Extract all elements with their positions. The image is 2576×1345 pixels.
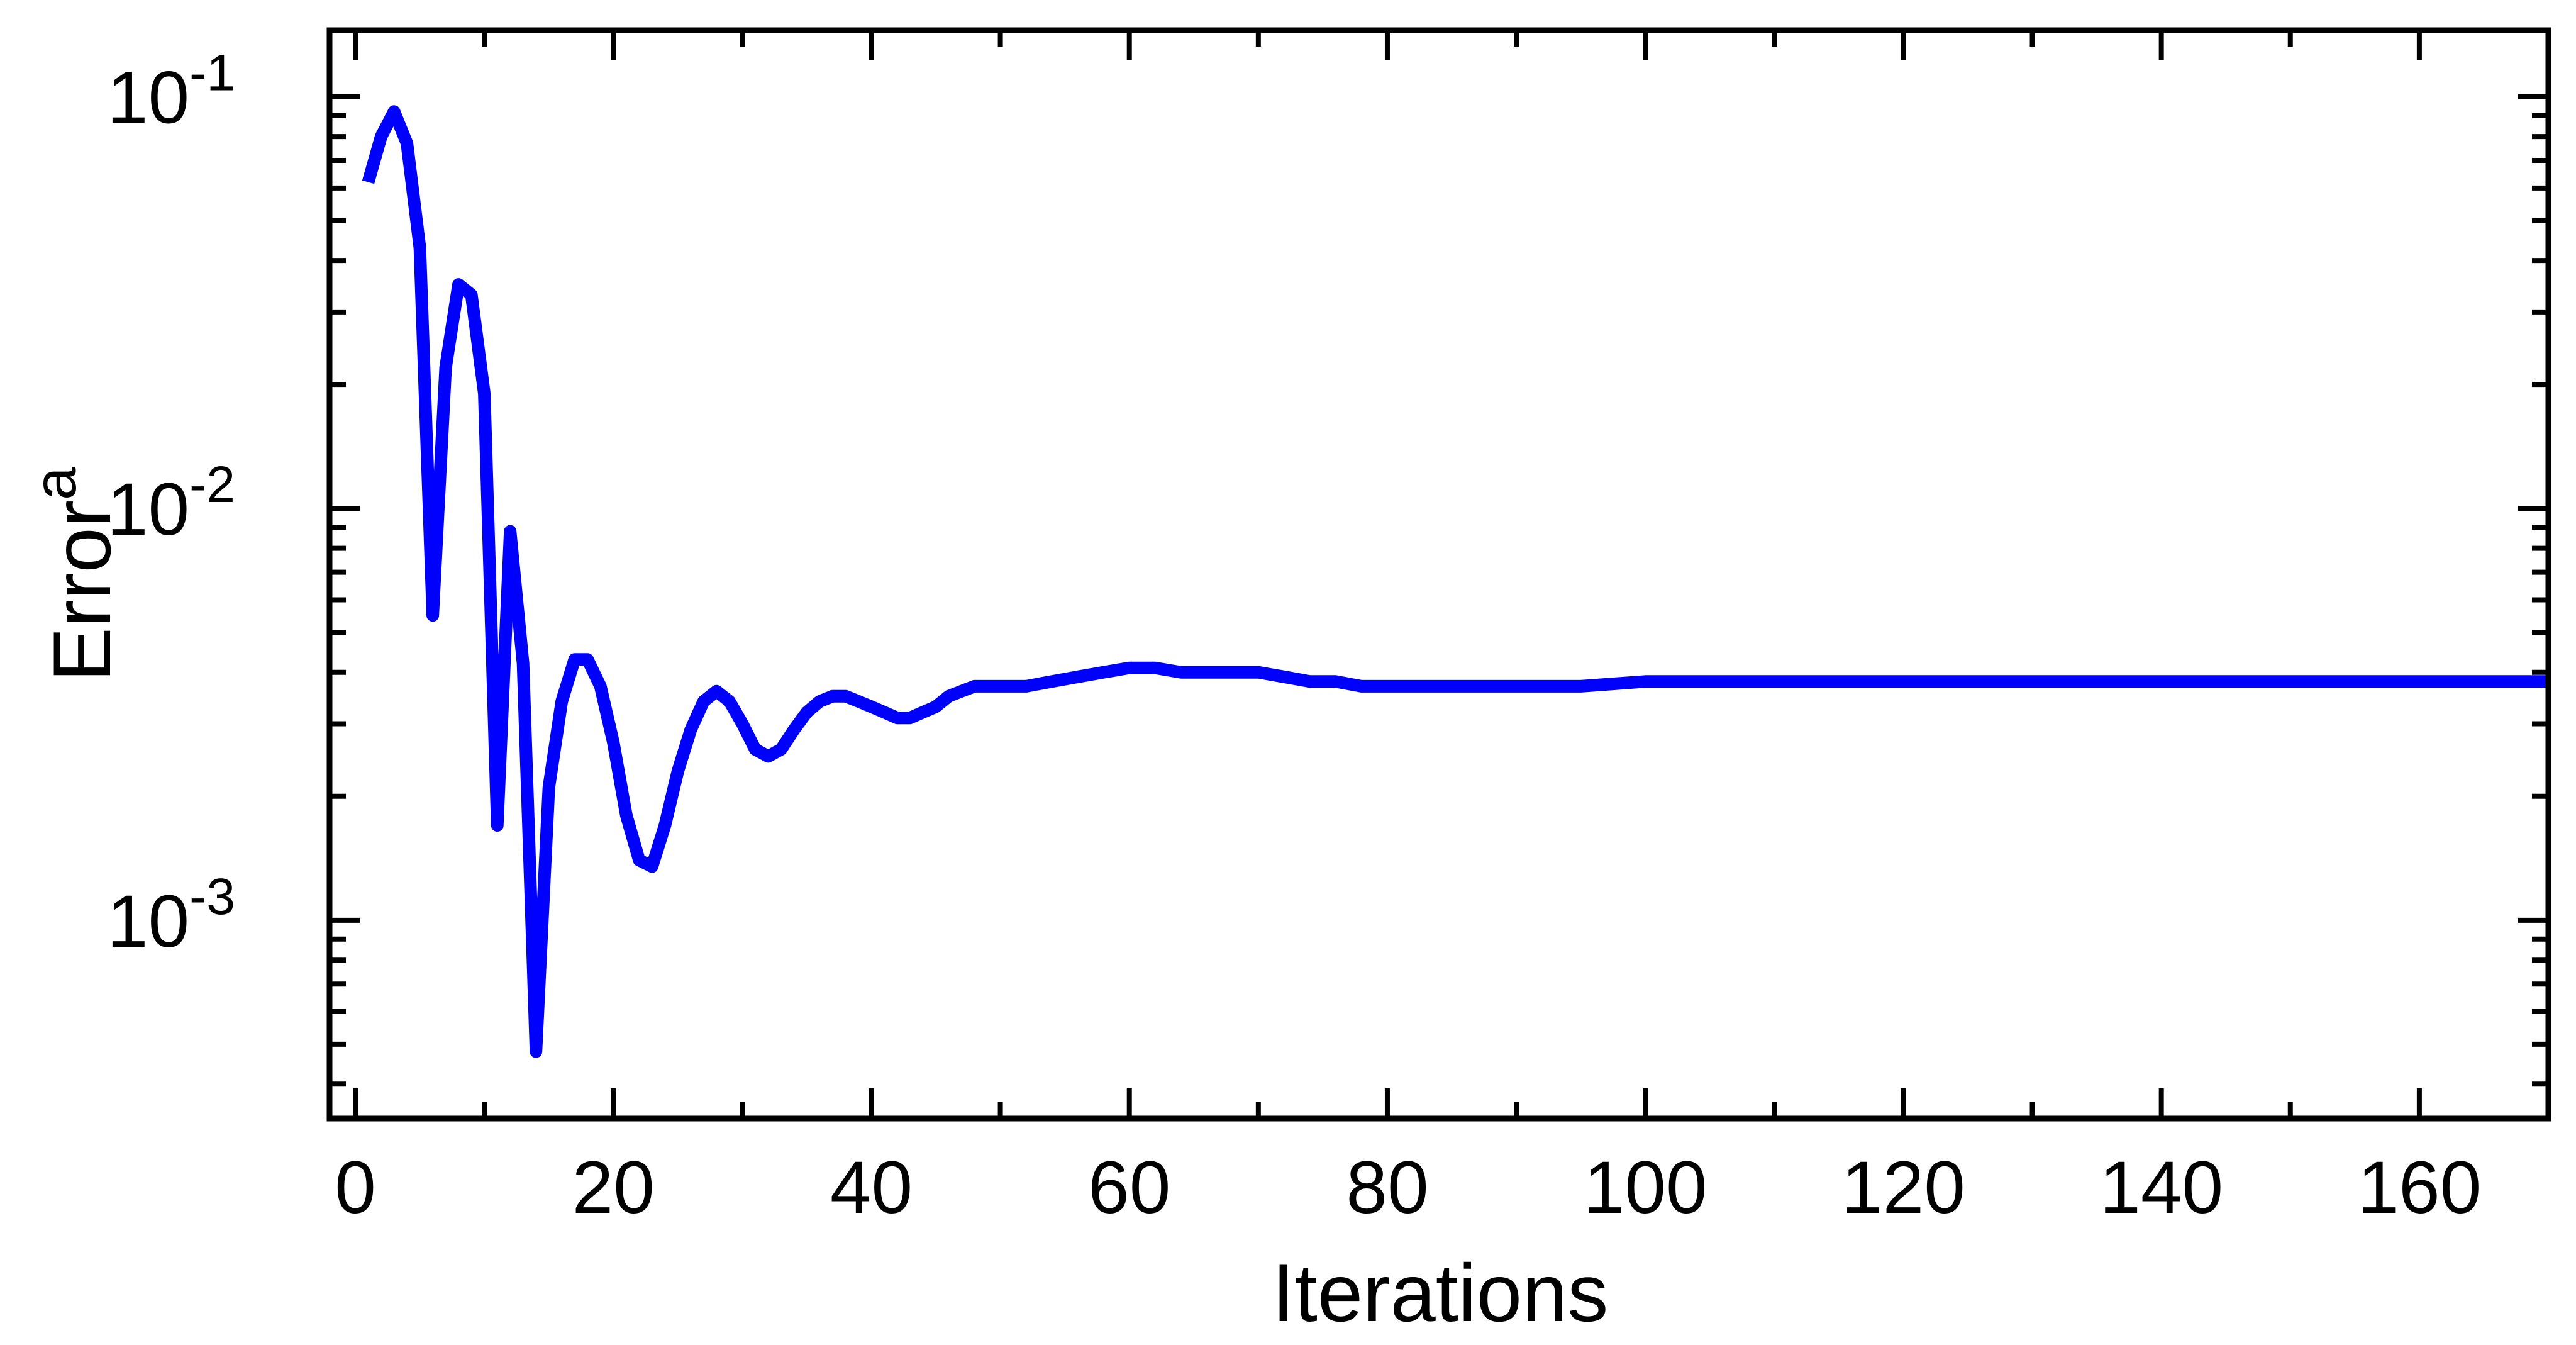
y-tick-label-exponent: -2	[189, 456, 235, 513]
x-tick-label: 140	[2099, 1146, 2223, 1229]
x-tick-label: 0	[335, 1146, 376, 1229]
x-tick-label: 80	[1346, 1146, 1428, 1229]
x-tick-labels: 0 20 40 60 80 100 120 140 160	[335, 1146, 2481, 1229]
y-tick-label: 10-1	[107, 45, 235, 140]
plot-frame	[326, 27, 2551, 1122]
error-series-line	[362, 105, 2548, 1058]
y-tick-label: 10-3	[107, 868, 235, 963]
y-tick-labels: 10-110-210-3	[107, 45, 235, 963]
x-tick-label: 40	[830, 1146, 913, 1229]
y-tick-label-base: 10	[107, 468, 189, 551]
y-axis-title-main: Error	[36, 500, 128, 682]
x-tick-label: 20	[572, 1146, 655, 1229]
y-axis-title: Errora	[22, 467, 128, 682]
x-tick-label: 60	[1088, 1146, 1170, 1229]
y-tick-label: 10-2	[107, 456, 235, 551]
y-tick-label-base: 10	[107, 57, 189, 140]
x-tick-label: 100	[1584, 1146, 1707, 1229]
tick-marks	[330, 30, 2548, 1119]
x-tick-label: 120	[1841, 1146, 1965, 1229]
y-axis-title-superscript: a	[22, 467, 89, 500]
y-tick-label-exponent: -3	[189, 868, 235, 925]
x-tick-label: 160	[2357, 1146, 2481, 1229]
series-layer	[362, 105, 2548, 1058]
x-axis-title: Iterations	[1272, 1247, 1609, 1339]
y-tick-label-base: 10	[107, 880, 189, 963]
y-tick-label-exponent: -1	[189, 45, 235, 102]
